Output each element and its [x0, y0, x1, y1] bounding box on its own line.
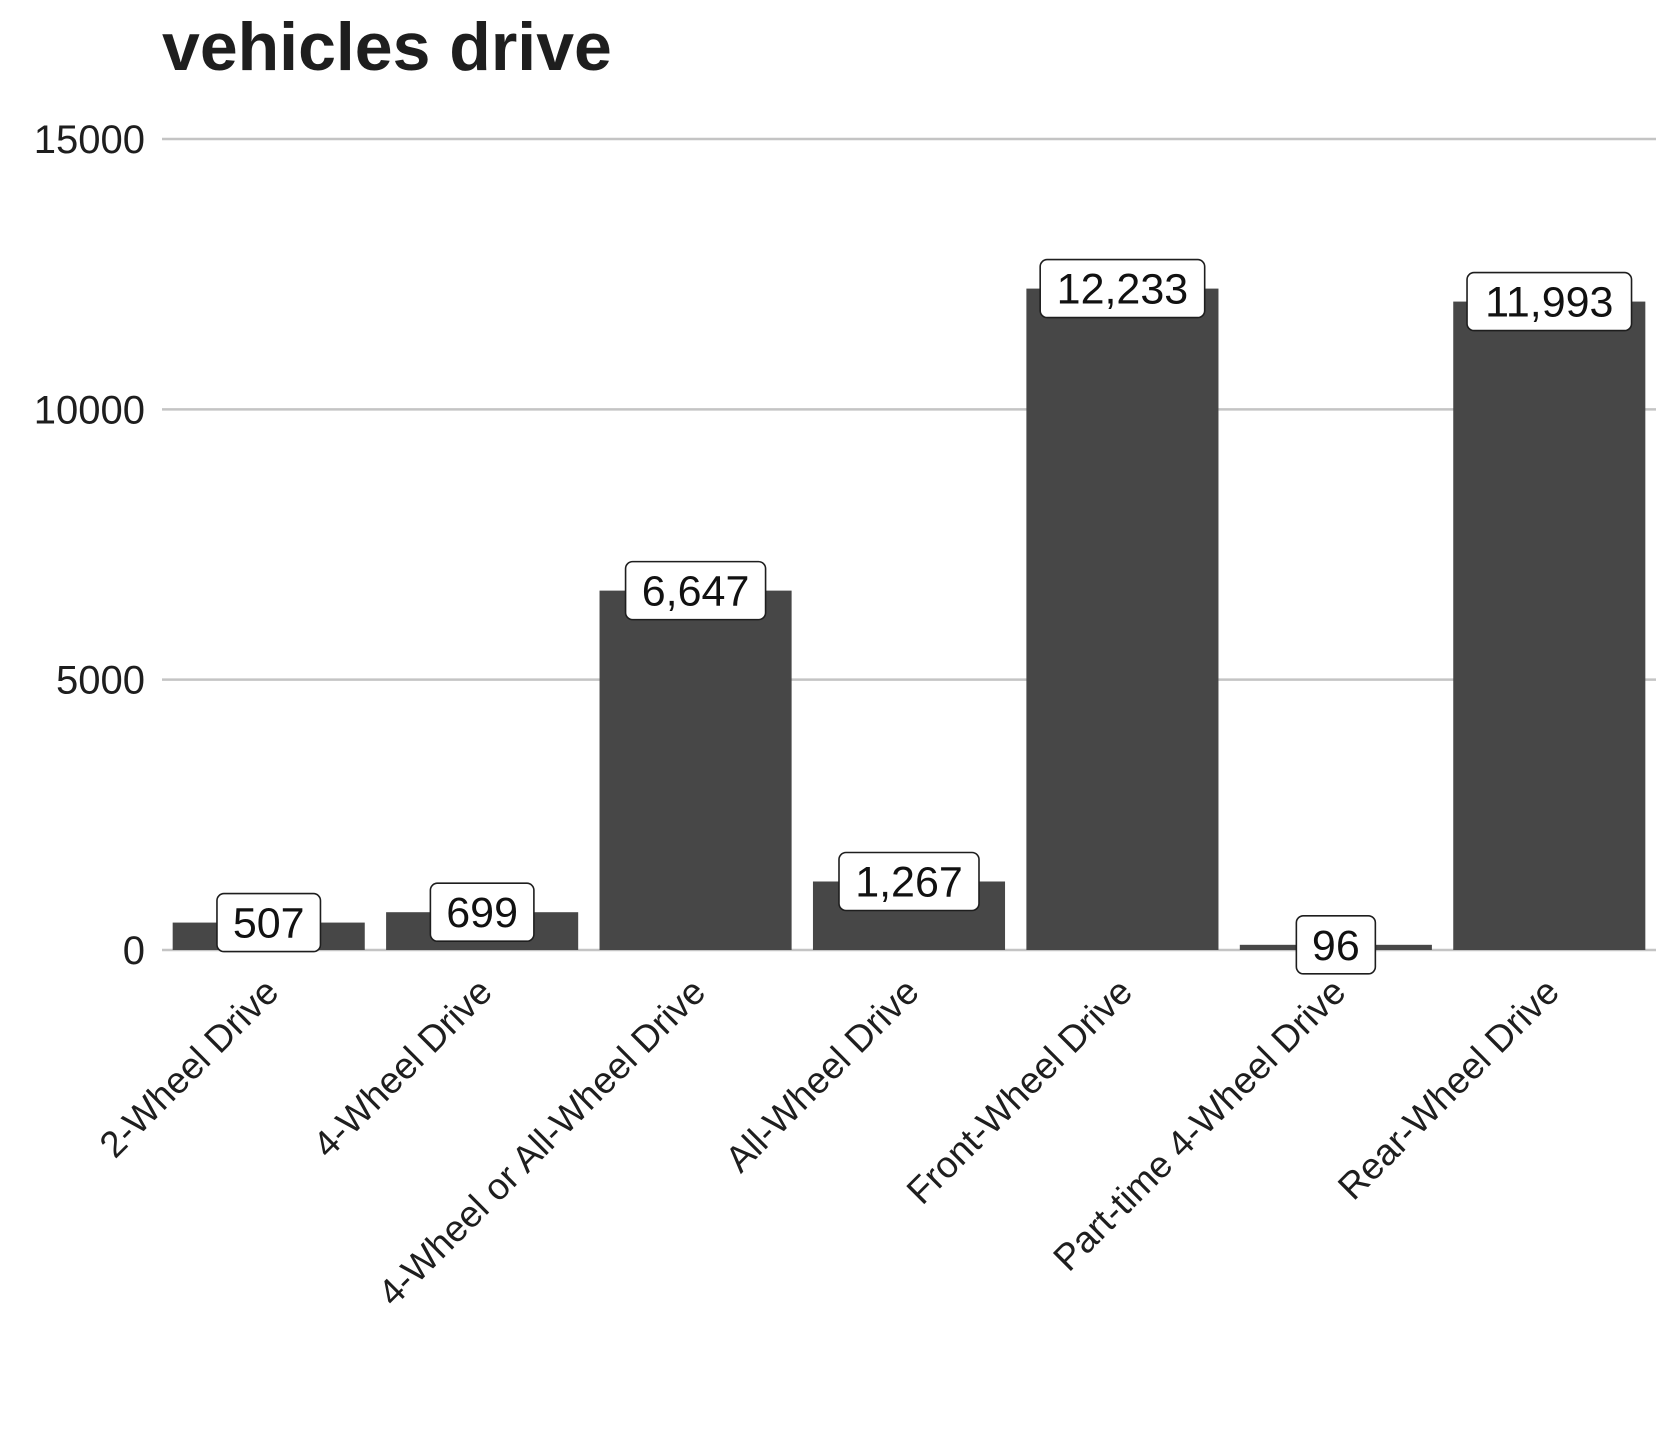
x-tick-label: Front-Wheel Drive	[899, 971, 1140, 1212]
x-tick-label: 2-Wheel Drive	[92, 971, 287, 1166]
data-label-box	[1466, 271, 1633, 332]
y-tick-label: 5000	[56, 659, 145, 703]
data-label: 96	[1295, 915, 1377, 975]
data-label-box	[624, 560, 767, 621]
y-axis-ticks: 0 5000 10000 15000	[34, 118, 145, 973]
data-label: 12,233	[1039, 258, 1206, 319]
data-label-box	[1295, 915, 1377, 975]
data-label-text: 507	[233, 900, 305, 948]
gridlines	[162, 137, 1656, 952]
data-label-box	[1039, 258, 1206, 319]
data-label-text: 12,233	[1057, 266, 1189, 314]
data-label: 11,993	[1466, 271, 1633, 332]
chart-title: vehicles drive	[162, 9, 612, 85]
data-label: 699	[429, 882, 535, 943]
x-tick-label: 4-Wheel Drive	[305, 971, 500, 1166]
data-label-box	[838, 851, 980, 912]
data-label: 1,267	[838, 851, 980, 912]
data-label-text: 699	[446, 889, 518, 937]
x-tick-label: All-Wheel Drive	[717, 971, 926, 1180]
data-label-box	[216, 892, 322, 953]
y-tick-label: 0	[123, 929, 145, 973]
data-label-text: 11,993	[1485, 279, 1613, 327]
data-label-box	[429, 882, 535, 943]
y-tick-label: 15000	[34, 118, 145, 162]
bar	[1453, 301, 1646, 950]
data-label: 507	[216, 892, 322, 953]
data-label: 6,647	[624, 560, 767, 621]
bars	[172, 288, 1646, 950]
y-tick-label: 10000	[34, 388, 145, 432]
bar	[599, 590, 792, 950]
data-label-text: 1,267	[855, 858, 963, 906]
bar	[1026, 288, 1219, 950]
data-label-text: 96	[1312, 922, 1360, 970]
data-labels: 507 699 6,647 1,267 12,233 96 11,993	[216, 258, 1633, 975]
x-tick-label: Rear-Wheel Drive	[1330, 971, 1567, 1208]
data-label-text: 6,647	[642, 568, 750, 616]
